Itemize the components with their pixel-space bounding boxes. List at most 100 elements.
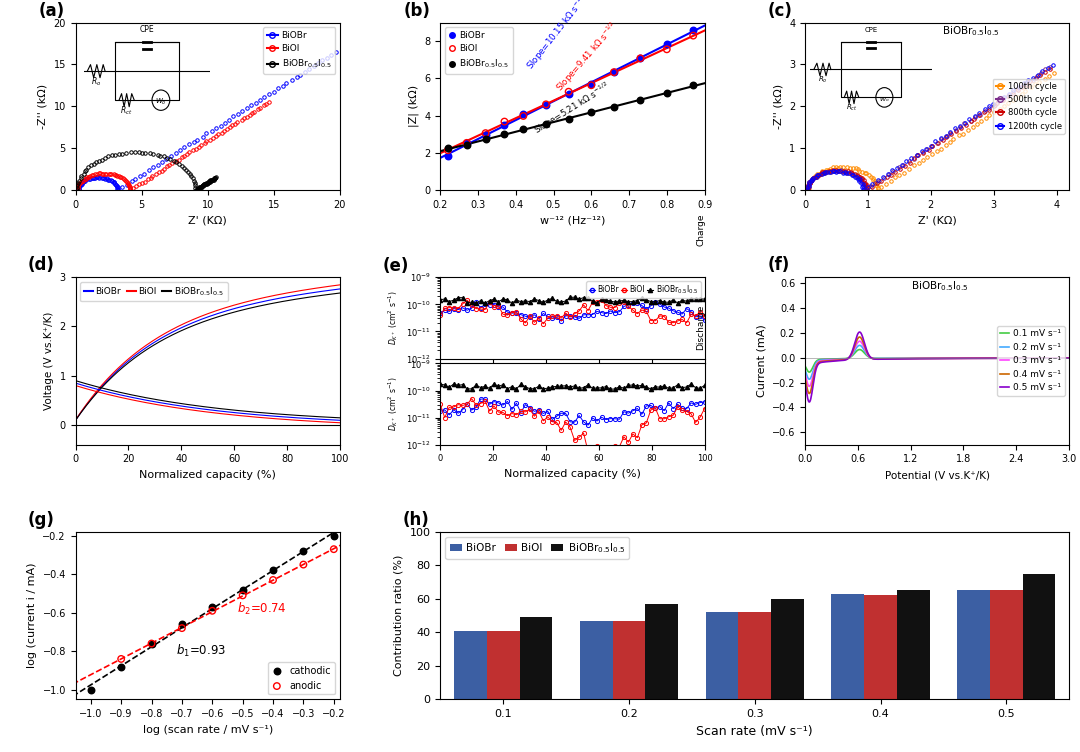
0.2 mV s⁻¹ — [853, 341, 866, 350]
Point — [632, 94, 649, 106]
Point — [658, 87, 675, 99]
Point — [538, 99, 555, 111]
0.4 mV s⁻¹ — [927, 354, 940, 363]
Line: 0.3 mV s⁻¹: 0.3 mV s⁻¹ — [805, 341, 1069, 387]
Bar — [646, 604, 678, 699]
0.4 mV s⁻¹ — [957, 354, 970, 363]
anodic — [265, 574, 282, 586]
Point — [477, 127, 495, 139]
cathodic — [204, 601, 221, 613]
Point — [632, 52, 649, 64]
0.5 mV s⁻¹ — [1063, 353, 1076, 362]
X-axis label: Potential (V vs.K⁺/K): Potential (V vs.K⁺/K) — [885, 470, 989, 480]
0.2 mV s⁻¹ — [926, 353, 939, 362]
Legend: BiOBr, BiOI, BiOBr$_{0.5}$I$_{0.5}$: BiOBr, BiOI, BiOBr$_{0.5}$I$_{0.5}$ — [445, 27, 513, 74]
0.4 mV s⁻¹ — [943, 354, 956, 363]
Text: Slope=9.41 kΩ s$^{-1/2}$: Slope=9.41 kΩ s$^{-1/2}$ — [554, 20, 622, 96]
0.5 mV s⁻¹ — [943, 354, 956, 363]
cathodic — [112, 660, 130, 672]
0.3 mV s⁻¹ — [927, 354, 940, 363]
X-axis label: log (scan rate / mV s⁻¹): log (scan rate / mV s⁻¹) — [143, 725, 273, 735]
Point — [515, 110, 532, 122]
Point — [538, 99, 555, 111]
Point — [496, 119, 513, 131]
0.5 mV s⁻¹ — [1016, 353, 1029, 362]
0.4 mV s⁻¹ — [1016, 353, 1029, 362]
Point — [458, 139, 475, 151]
0.3 mV s⁻¹ — [798, 369, 811, 378]
0.3 mV s⁻¹ — [853, 337, 866, 346]
0.1 mV s⁻¹ — [802, 368, 815, 377]
X-axis label: Z' (KΩ): Z' (KΩ) — [188, 215, 227, 226]
Y-axis label: |Z| (kΩ): |Z| (kΩ) — [408, 85, 419, 127]
0.1 mV s⁻¹ — [1063, 353, 1076, 362]
Legend: BiOBr, BiOI, BiOBr$_{0.5}$I$_{0.5}$: BiOBr, BiOI, BiOBr$_{0.5}$I$_{0.5}$ — [586, 281, 701, 298]
Point — [440, 144, 457, 156]
0.5 mV s⁻¹ — [802, 398, 815, 407]
Y-axis label: $D_{K^+}$ (cm$^2$ s$^{-1}$): $D_{K^+}$ (cm$^2$ s$^{-1}$) — [387, 290, 401, 345]
0.1 mV s⁻¹ — [943, 353, 956, 362]
X-axis label: Scan rate (mV s⁻¹): Scan rate (mV s⁻¹) — [697, 725, 813, 738]
0.5 mV s⁻¹ — [927, 354, 940, 363]
0.2 mV s⁻¹ — [927, 353, 940, 362]
Point — [582, 106, 599, 118]
Legend: BiOBr, BiOI, BiOBr$_{0.5}$I$_{0.5}$: BiOBr, BiOI, BiOBr$_{0.5}$I$_{0.5}$ — [80, 282, 228, 302]
cathodic — [265, 564, 282, 576]
Y-axis label: Contribution ratio (%): Contribution ratio (%) — [394, 555, 404, 676]
0.1 mV s⁻¹ — [1057, 353, 1070, 362]
0.3 mV s⁻¹ — [1063, 353, 1076, 362]
cathodic — [295, 545, 312, 557]
Text: (h): (h) — [403, 511, 429, 529]
0.4 mV s⁻¹ — [853, 332, 866, 341]
anodic — [173, 622, 190, 634]
0.2 mV s⁻¹ — [943, 353, 956, 362]
Point — [458, 138, 475, 150]
anodic — [204, 605, 221, 617]
Point — [685, 79, 702, 91]
0.1 mV s⁻¹ — [926, 353, 939, 362]
Line: 0.2 mV s⁻¹: 0.2 mV s⁻¹ — [805, 345, 1069, 379]
0.4 mV s⁻¹ — [798, 373, 811, 382]
Bar — [739, 612, 771, 699]
0.5 mV s⁻¹ — [1057, 353, 1070, 362]
0.5 mV s⁻¹ — [853, 328, 866, 337]
Text: (f): (f) — [768, 256, 791, 274]
Point — [685, 29, 702, 41]
Y-axis label: $D_{K^+}$ (cm$^2$ s$^{-1}$): $D_{K^+}$ (cm$^2$ s$^{-1}$) — [387, 377, 401, 432]
Point — [440, 142, 457, 154]
0.2 mV s⁻¹ — [1057, 353, 1070, 362]
Bar — [832, 594, 864, 699]
Bar — [580, 620, 612, 699]
0.3 mV s⁻¹ — [802, 382, 815, 391]
0.5 mV s⁻¹ — [926, 354, 939, 363]
0.4 mV s⁻¹ — [1057, 353, 1070, 362]
0.2 mV s⁻¹ — [1016, 353, 1029, 362]
Legend: 0.1 mV s⁻¹, 0.2 mV s⁻¹, 0.3 mV s⁻¹, 0.4 mV s⁻¹, 0.5 mV s⁻¹: 0.1 mV s⁻¹, 0.2 mV s⁻¹, 0.3 mV s⁻¹, 0.4 … — [997, 326, 1065, 396]
0.5 mV s⁻¹ — [957, 354, 970, 363]
0.1 mV s⁻¹ — [798, 361, 811, 370]
Point — [538, 118, 555, 130]
anodic — [143, 638, 160, 650]
Point — [658, 38, 675, 50]
Bar — [1023, 574, 1055, 699]
Legend: cathodic, anodic: cathodic, anodic — [268, 662, 335, 695]
Point — [561, 113, 578, 125]
0.4 mV s⁻¹ — [802, 389, 815, 398]
Bar — [990, 590, 1023, 699]
cathodic — [173, 618, 190, 630]
anodic — [325, 543, 342, 555]
Text: Slope=10.15 kΩ s$^{-1/2}$: Slope=10.15 kΩ s$^{-1/2}$ — [524, 0, 592, 73]
Point — [658, 44, 675, 56]
Legend: BiOBr, BiOI, BiOBr$_{0.5}$I$_{0.5}$: BiOBr, BiOI, BiOBr$_{0.5}$I$_{0.5}$ — [264, 27, 336, 74]
Bar — [612, 620, 646, 699]
0.2 mV s⁻¹ — [1063, 353, 1076, 362]
anodic — [295, 559, 312, 571]
Text: $b_2$=0.74: $b_2$=0.74 — [237, 601, 286, 617]
Y-axis label: Voltage (V vs.K⁺/K): Voltage (V vs.K⁺/K) — [44, 312, 54, 410]
Point — [605, 66, 622, 78]
0.3 mV s⁻¹ — [957, 353, 970, 362]
anodic — [112, 653, 130, 665]
anodic — [234, 590, 252, 602]
Legend: BiOBr, BiOI, BiOBr$_{0.5}$I$_{0.5}$: BiOBr, BiOI, BiOBr$_{0.5}$I$_{0.5}$ — [445, 537, 630, 559]
Text: $b_1$=0.93: $b_1$=0.93 — [176, 643, 226, 660]
